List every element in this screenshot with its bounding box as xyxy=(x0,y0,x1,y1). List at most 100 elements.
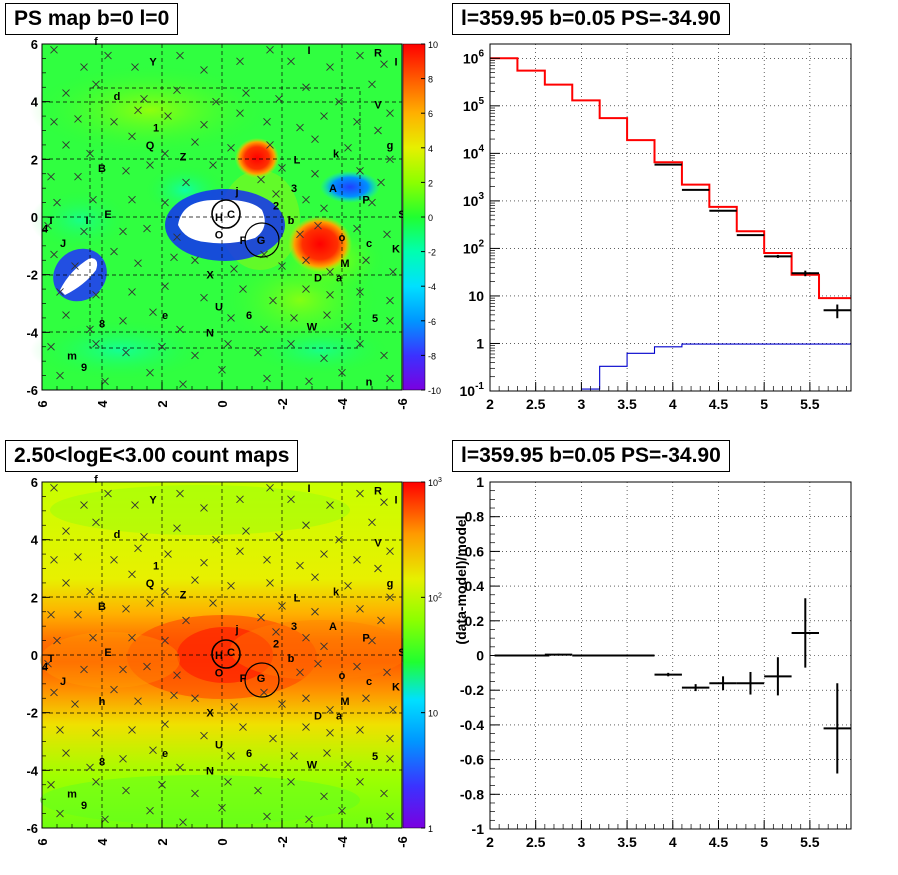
source-label: W xyxy=(307,760,318,772)
catalog-x-marker xyxy=(353,556,361,564)
catalog-x-marker xyxy=(374,564,382,573)
residual-x-tick-label: 5 xyxy=(760,834,768,850)
catalog-x-marker xyxy=(158,342,166,351)
source-label: K xyxy=(392,682,400,694)
catalog-x-marker xyxy=(383,230,391,239)
source-label: d xyxy=(114,91,121,103)
source-label: G xyxy=(257,235,266,247)
source-label: U xyxy=(215,739,223,751)
catalog-x-marker xyxy=(386,547,394,556)
catalog-x-marker xyxy=(86,149,94,158)
catalog-x-marker xyxy=(356,167,364,175)
catalog-x-marker xyxy=(128,288,136,296)
catalog-x-marker xyxy=(86,325,94,334)
catalog-x-marker xyxy=(200,66,208,74)
source-label: f xyxy=(94,36,98,48)
catalog-x-marker xyxy=(134,259,142,267)
catalog-x-marker xyxy=(227,143,235,152)
catalog-x-marker xyxy=(47,172,55,181)
colorbar-tick-label: 2 xyxy=(428,178,433,188)
catalog-x-marker xyxy=(257,175,265,184)
catalog-x-marker xyxy=(386,593,394,602)
colorbar-tick-label: -6 xyxy=(428,317,436,327)
source-label: 2 xyxy=(273,200,279,212)
ps-map-axes: 6 4 2 0 -2 -4 -6 6 4 2 0 -2 -4 -6 10 8 6 4 2 0 -2 -4 -6 -8 -10 xyxy=(26,37,441,410)
gc-circle xyxy=(211,639,241,669)
catalog-x-marker xyxy=(92,291,100,299)
count-map-title: 2.50<logE<3.00 count maps xyxy=(5,440,299,472)
map-x-tick-label: 6 xyxy=(35,400,50,407)
catalog-x-marker xyxy=(344,760,352,769)
map-y-tick-label: 6 xyxy=(31,37,38,52)
map-x-tick-label: -4 xyxy=(335,835,350,847)
map-y-tick-label: -2 xyxy=(26,706,38,721)
catalog-x-marker xyxy=(53,198,61,207)
catalog-x-marker xyxy=(164,112,172,120)
catalog-x-marker xyxy=(296,561,304,570)
source-label: T xyxy=(48,653,55,665)
catalog-x-marker xyxy=(218,803,226,812)
catalog-x-marker xyxy=(320,642,328,651)
catalog-x-marker xyxy=(47,780,55,789)
catalog-x-marker xyxy=(170,253,178,262)
catalog-x-marker xyxy=(362,256,370,265)
map-y-tick-label: -2 xyxy=(26,268,38,283)
source-label: 8 xyxy=(99,757,105,769)
residual-y-tick-label: 0.2 xyxy=(465,613,485,629)
catalog-x-marker xyxy=(56,371,64,380)
catalog-x-marker xyxy=(344,322,352,331)
residual-x-tick-label: 5.5 xyxy=(800,834,820,850)
catalog-x-marker xyxy=(236,495,244,504)
spectrum-x-tick-label: 5 xyxy=(760,396,768,412)
source-label: 5 xyxy=(372,313,378,325)
source-label: 9 xyxy=(81,362,87,374)
residual-axes: 2 2.5 3 3.5 4 4.5 5 5.5 1 0.8 0.6 0.4 0.2 0 -0.2 -0.4 -0… xyxy=(460,474,847,850)
catalog-x-marker xyxy=(161,149,169,158)
source-label: 3 xyxy=(291,621,297,633)
catalog-x-marker xyxy=(104,51,112,60)
count-map-circles xyxy=(211,639,280,698)
catalog-x-marker xyxy=(44,659,52,668)
catalog-x-marker xyxy=(356,288,364,296)
source-label: j xyxy=(234,186,238,198)
spectrum-x-tick-label: 2 xyxy=(486,396,494,412)
catalog-x-marker xyxy=(92,80,100,89)
catalog-x-marker xyxy=(224,778,232,786)
catalog-x-marker xyxy=(386,734,394,743)
residual-x-tick-label: 4 xyxy=(669,834,677,850)
catalog-x-marker xyxy=(230,265,238,273)
source-label: X xyxy=(206,270,214,282)
source-label: 6 xyxy=(246,748,252,760)
ps-map-circles xyxy=(211,199,280,258)
catalog-x-marker xyxy=(74,115,82,123)
catalog-x-marker xyxy=(50,45,58,54)
spectrum-series xyxy=(490,57,851,390)
catalog-x-marker xyxy=(62,311,70,319)
catalog-x-marker xyxy=(386,155,394,164)
colorbar-tick-label: 103 xyxy=(428,477,442,488)
spectrum-frame xyxy=(489,43,852,392)
map-y-tick-label: 4 xyxy=(31,95,39,110)
catalog-x-marker xyxy=(71,700,79,708)
map-x-tick-label: 4 xyxy=(95,838,110,846)
catalog-x-marker xyxy=(218,365,226,374)
catalog-x-marker xyxy=(80,63,88,71)
catalog-x-marker xyxy=(131,63,139,71)
colorbar-tick-label: 10 xyxy=(428,709,438,719)
catalog-x-marker xyxy=(362,694,370,703)
residual-y-tick-label: 0.4 xyxy=(465,578,485,594)
source-label: K xyxy=(392,244,400,256)
catalog-x-marker xyxy=(191,256,199,265)
source-label: k xyxy=(333,587,340,599)
catalog-x-marker xyxy=(290,752,298,760)
source-label: f xyxy=(94,474,98,486)
catalog-x-marker xyxy=(326,705,334,714)
catalog-x-marker xyxy=(335,97,343,106)
source-label: E xyxy=(104,209,111,221)
catalog-x-marker xyxy=(47,610,55,619)
residual-y-tick-label: 0.6 xyxy=(465,543,485,559)
catalog-x-marker xyxy=(254,348,262,357)
map-x-tick-label: -4 xyxy=(335,397,350,409)
catalog-x-marker xyxy=(62,527,70,535)
catalog-x-marker xyxy=(254,786,262,795)
